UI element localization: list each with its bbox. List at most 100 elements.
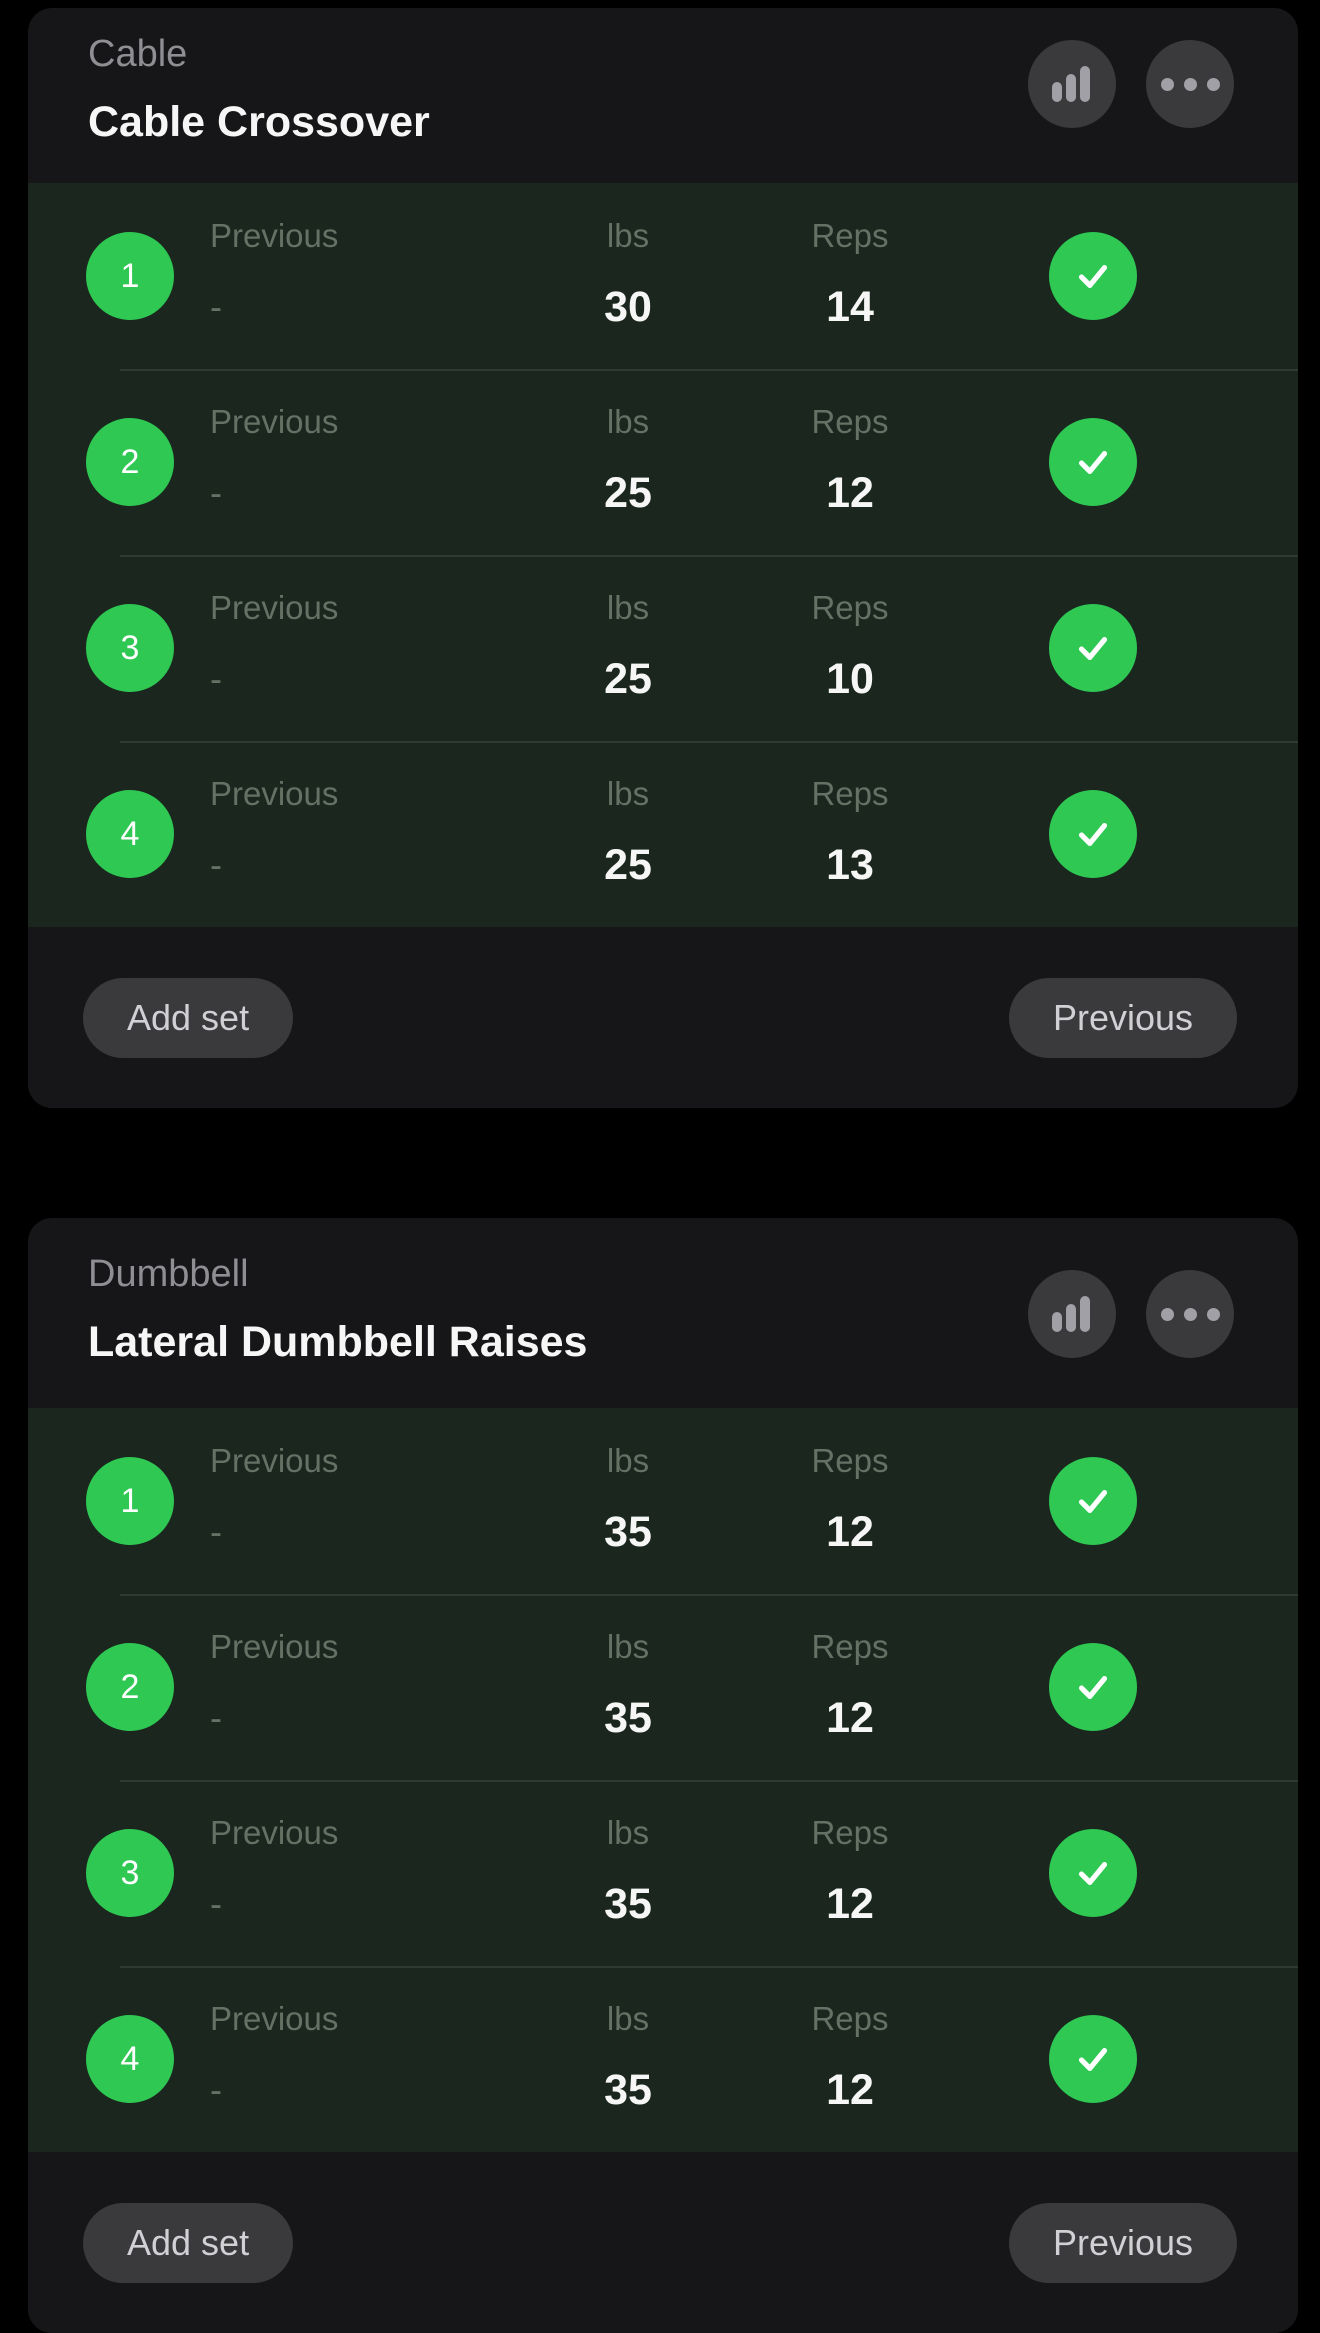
previous-value: - [210, 2069, 222, 2110]
checkmark-icon [1078, 1490, 1108, 1513]
lbs-label: lbs [606, 775, 650, 812]
add-set-button[interactable]: Add set [83, 977, 294, 1058]
exercise-titles: Cable Cable Crossover [88, 32, 1298, 146]
previous-label: Previous [210, 589, 339, 626]
previous-value: - [210, 844, 222, 885]
checkmark-icon [1078, 265, 1108, 288]
set-row: 3 Previous - lbs 25 Reps 10 [28, 555, 1298, 741]
add-set-button[interactable]: Add set [83, 2202, 294, 2283]
set-number-badge[interactable]: 3 [86, 1829, 174, 1917]
reps-value[interactable]: 13 [826, 841, 874, 889]
set-complete-button[interactable] [1049, 790, 1137, 878]
previous-value: - [210, 658, 222, 699]
reps-column: Reps 12 [811, 1442, 888, 1556]
previous-label: Previous [210, 2000, 339, 2037]
header-actions [1028, 40, 1234, 128]
lbs-label: lbs [606, 1628, 650, 1665]
stats-button[interactable] [1028, 1270, 1116, 1358]
reps-value[interactable]: 12 [826, 1880, 874, 1928]
more-options-button[interactable] [1146, 1270, 1234, 1358]
set-complete-button[interactable] [1049, 1829, 1137, 1917]
previous-column: Previous - [210, 1442, 338, 1556]
weight-value[interactable]: 25 [604, 841, 652, 889]
set-number-badge[interactable]: 3 [86, 604, 174, 692]
reps-column: Reps 12 [811, 1814, 888, 1928]
weight-column: lbs 25 [604, 775, 652, 889]
previous-label: Previous [210, 403, 339, 440]
exercise-card-footer: Add set Previous [28, 927, 1298, 1108]
set-number-badge[interactable]: 2 [86, 418, 174, 506]
checkmark-icon [1078, 1862, 1108, 1885]
weight-value[interactable]: 25 [604, 655, 652, 703]
reps-value[interactable]: 12 [826, 1694, 874, 1742]
equipment-label: Dumbbell [88, 1253, 249, 1295]
set-complete-button[interactable] [1049, 1457, 1137, 1545]
weight-value[interactable]: 35 [604, 1880, 652, 1928]
lbs-label: lbs [606, 589, 650, 626]
weight-column: lbs 25 [604, 403, 652, 517]
reps-label: Reps [811, 1628, 889, 1665]
exercise-name: Lateral Dumbbell Raises [88, 1318, 588, 1366]
reps-label: Reps [811, 217, 889, 254]
set-number-badge[interactable]: 1 [86, 232, 174, 320]
exercise-card-footer: Add set Previous [28, 2152, 1298, 2333]
weight-column: lbs 30 [604, 217, 652, 331]
set-number-badge[interactable]: 4 [86, 2015, 174, 2103]
sets-list: 1 Previous - lbs 30 Reps 14 2 Previous -… [28, 183, 1298, 927]
reps-column: Reps 12 [811, 1628, 888, 1742]
weight-value[interactable]: 35 [604, 1694, 652, 1742]
reps-column: Reps 12 [811, 2000, 888, 2114]
set-number-badge[interactable]: 4 [86, 790, 174, 878]
checkmark-icon [1078, 451, 1108, 474]
set-number-badge[interactable]: 2 [86, 1643, 174, 1731]
weight-value[interactable]: 25 [604, 469, 652, 517]
set-complete-button[interactable] [1049, 232, 1137, 320]
set-row: 1 Previous - lbs 30 Reps 14 [28, 183, 1298, 369]
previous-value: - [210, 1883, 222, 1924]
reps-label: Reps [811, 1442, 889, 1479]
reps-value[interactable]: 12 [826, 1508, 874, 1556]
bar-chart-icon [1052, 1296, 1090, 1332]
set-complete-button[interactable] [1049, 1643, 1137, 1731]
more-options-button[interactable] [1146, 40, 1234, 128]
previous-column: Previous - [210, 775, 338, 889]
weight-column: lbs 35 [604, 1442, 652, 1556]
weight-value[interactable]: 35 [604, 2066, 652, 2114]
reps-label: Reps [811, 775, 889, 812]
previous-column: Previous - [210, 1814, 338, 1928]
reps-value[interactable]: 12 [826, 469, 874, 517]
set-complete-button[interactable] [1049, 2015, 1137, 2103]
reps-value[interactable]: 14 [826, 283, 874, 331]
weight-column: lbs 35 [604, 1814, 652, 1928]
reps-column: Reps 14 [811, 217, 888, 331]
reps-value[interactable]: 12 [826, 2066, 874, 2114]
lbs-label: lbs [606, 1442, 650, 1479]
previous-column: Previous - [210, 2000, 338, 2114]
reps-label: Reps [811, 403, 889, 440]
set-row: 1 Previous - lbs 35 Reps 12 [28, 1408, 1298, 1594]
previous-label: Previous [210, 1628, 339, 1665]
previous-column: Previous - [210, 589, 338, 703]
set-complete-button[interactable] [1049, 418, 1137, 506]
exercise-card-header: Cable Cable Crossover [28, 8, 1298, 183]
weight-value[interactable]: 30 [604, 283, 652, 331]
weight-value[interactable]: 35 [604, 1508, 652, 1556]
previous-button[interactable]: Previous [1008, 977, 1237, 1058]
previous-button[interactable]: Previous [1008, 2202, 1237, 2283]
set-row: 4 Previous - lbs 25 Reps 13 [28, 741, 1298, 927]
previous-label: Previous [210, 1814, 339, 1851]
stats-button[interactable] [1028, 40, 1116, 128]
previous-label: Previous [210, 217, 339, 254]
set-number-badge[interactable]: 1 [86, 1457, 174, 1545]
lbs-label: lbs [606, 217, 650, 254]
reps-value[interactable]: 10 [826, 655, 874, 703]
checkmark-icon [1078, 637, 1108, 660]
set-complete-button[interactable] [1049, 604, 1137, 692]
checkmark-icon [1078, 2048, 1108, 2071]
weight-column: lbs 35 [604, 1628, 652, 1742]
set-row: 2 Previous - lbs 25 Reps 12 [28, 369, 1298, 555]
reps-column: Reps 13 [811, 775, 888, 889]
set-row: 3 Previous - lbs 35 Reps 12 [28, 1780, 1298, 1966]
exercise-name: Cable Crossover [88, 98, 430, 146]
ellipsis-icon [1160, 77, 1220, 91]
